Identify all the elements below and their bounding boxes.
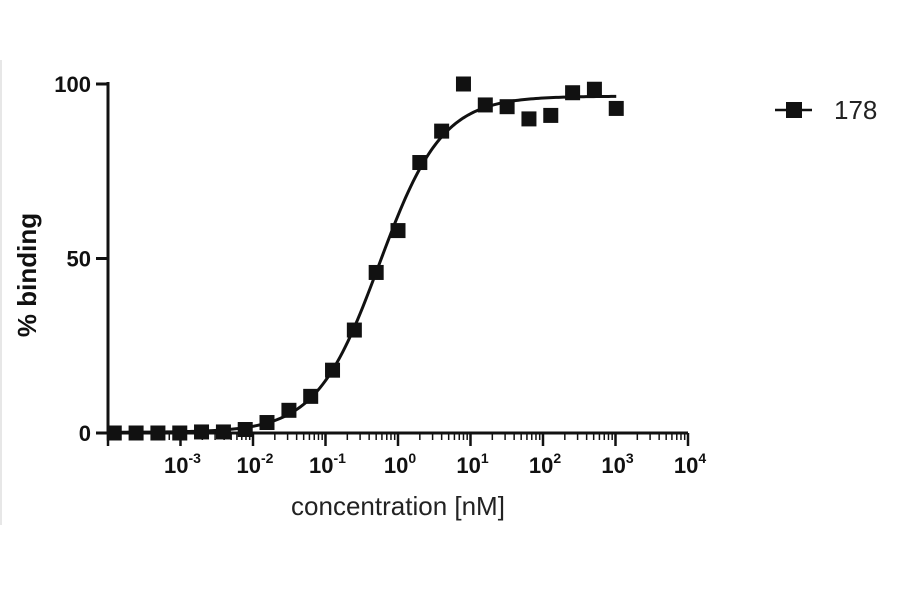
data-point [608, 100, 624, 116]
x-tick-label: 100 [384, 450, 416, 478]
data-point [390, 223, 406, 239]
data-point [543, 107, 559, 123]
y-tick-label: 50 [67, 247, 91, 272]
x-tick-label: 10-3 [164, 450, 201, 478]
legend: 178 [775, 95, 877, 125]
legend-marker [786, 102, 802, 118]
data-point [565, 85, 581, 101]
fit-curve-layer [114, 94, 617, 434]
x-tick-label: 10-2 [237, 450, 274, 478]
data-point [325, 362, 341, 378]
data-point [215, 424, 231, 440]
y-tick-label: 100 [54, 72, 91, 97]
data-point [412, 155, 428, 171]
y-tick-label: 0 [79, 421, 91, 446]
x-axis-title: concentration [nM] [291, 491, 505, 521]
data-point [194, 424, 210, 440]
data-point [259, 415, 275, 431]
data-point [477, 97, 493, 113]
legend-label: 178 [834, 95, 877, 125]
x-tick-label: 101 [456, 450, 488, 478]
data-point [303, 388, 319, 404]
y-axis-title: % binding [12, 213, 42, 337]
data-point [128, 425, 144, 441]
data-point [368, 264, 384, 280]
data-point [346, 322, 362, 338]
x-tick-label: 104 [674, 450, 706, 478]
x-tick-label: 103 [601, 450, 633, 478]
x-tick-label: 10-1 [309, 450, 346, 478]
data-point [150, 425, 166, 441]
data-point [172, 425, 188, 441]
data-point [455, 76, 471, 92]
x-tick-label: 102 [529, 450, 561, 478]
data-point [521, 111, 537, 127]
data-points-layer [106, 76, 624, 441]
data-point [434, 123, 450, 139]
data-point [106, 425, 122, 441]
data-point [237, 422, 253, 438]
data-point [281, 402, 297, 418]
data-point [499, 99, 515, 115]
fit-curve [114, 94, 617, 434]
data-point [586, 81, 602, 97]
